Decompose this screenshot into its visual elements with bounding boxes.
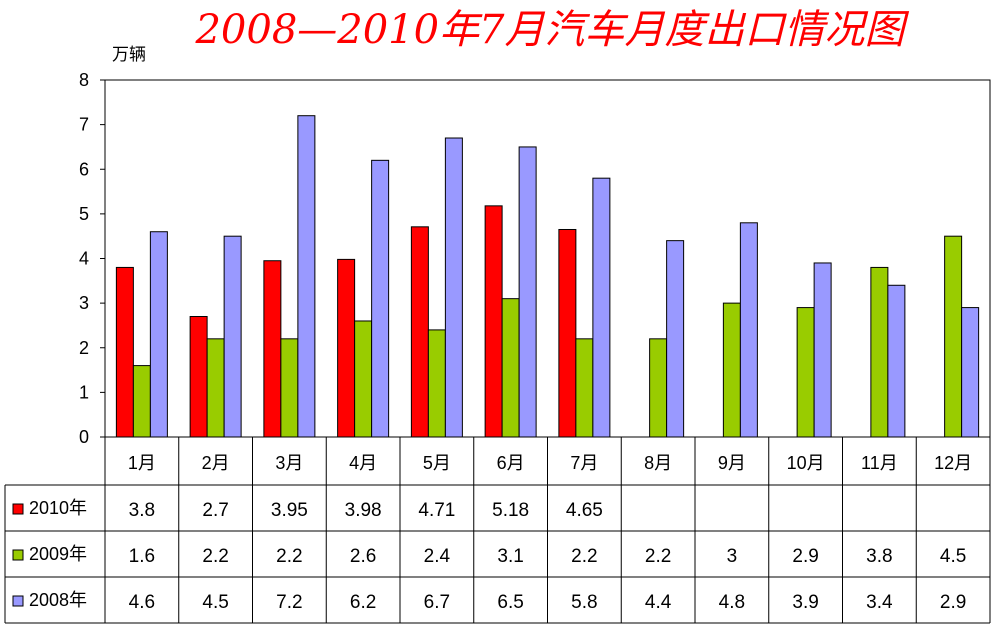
y-tick-label: 1 <box>79 382 89 402</box>
data-label: 3 <box>727 546 738 567</box>
bar-2010年-6月 <box>484 205 503 438</box>
data-label: 4.5 <box>202 592 228 613</box>
x-category-label: 10月 <box>787 453 825 473</box>
data-label: 2.2 <box>202 546 228 567</box>
data-label: 4.8 <box>719 592 745 613</box>
y-tick-label: 2 <box>79 338 89 358</box>
x-category-label: 6月 <box>497 453 525 473</box>
data-label: 7.2 <box>276 592 302 613</box>
x-category-label: 12月 <box>934 453 972 473</box>
legend-key-2009年 <box>12 549 24 561</box>
data-label: 3.98 <box>345 500 382 521</box>
bar-2010年-2月 <box>189 316 208 438</box>
y-tick-label: 8 <box>79 70 89 90</box>
bar-2008年-1月 <box>149 231 168 438</box>
bar-2009年-4月 <box>354 320 373 438</box>
bar-2010年-7月 <box>558 228 577 438</box>
data-label: 6.5 <box>497 592 523 613</box>
x-category-label: 9月 <box>718 453 746 473</box>
bar-2009年-5月 <box>427 329 446 438</box>
data-label: 2.2 <box>571 546 597 567</box>
data-label: 2.4 <box>424 546 451 567</box>
data-label: 2.9 <box>792 546 818 567</box>
bar-2010年-5月 <box>410 226 429 438</box>
legend-label: 2009年 <box>29 544 87 564</box>
data-label: 4.4 <box>645 592 672 613</box>
data-label: 3.95 <box>271 500 308 521</box>
y-axis-unit-label: 万辆 <box>112 45 146 65</box>
bar-2009年-9月 <box>722 302 741 438</box>
data-label: 3.8 <box>866 546 892 567</box>
data-label: 2.7 <box>202 500 228 521</box>
y-tick-label: 3 <box>79 293 89 313</box>
bar-2008年-5月 <box>444 137 463 438</box>
data-label: 6.2 <box>350 592 376 613</box>
legend-label: 2010年 <box>29 498 87 518</box>
bar-2009年-12月 <box>944 235 963 438</box>
legend-key-2008年 <box>12 595 24 607</box>
data-label: 1.6 <box>129 546 155 567</box>
bar-2009年-3月 <box>280 338 299 438</box>
bar-2008年-11月 <box>887 284 906 438</box>
bar-2008年-4月 <box>371 159 390 438</box>
bar-2009年-7月 <box>575 338 594 438</box>
bar-2009年-11月 <box>870 266 889 438</box>
data-label: 3.4 <box>866 592 893 613</box>
data-label: 4.6 <box>129 592 155 613</box>
data-label: 2.6 <box>350 546 376 567</box>
bar-2009年-8月 <box>649 338 668 438</box>
data-label: 2.9 <box>940 592 966 613</box>
bar-2008年-8月 <box>666 240 685 438</box>
legend-key-2010年 <box>12 503 24 515</box>
bar-2010年-1月 <box>115 266 134 438</box>
data-label: 4.65 <box>566 500 603 521</box>
bar-2010年-4月 <box>337 258 356 438</box>
y-tick-label: 0 <box>79 427 89 447</box>
chart-title: 2008—2010年7月汽车月度出口情况图 <box>195 7 905 53</box>
bar-2009年-2月 <box>206 338 225 438</box>
data-label: 4.71 <box>418 500 455 521</box>
data-label: 3.8 <box>129 500 155 521</box>
x-category-label: 2月 <box>202 453 230 473</box>
bar-2008年-10月 <box>813 262 832 438</box>
x-category-label: 3月 <box>275 453 303 473</box>
bar-2008年-12月 <box>961 307 980 438</box>
bar-2008年-3月 <box>297 115 316 438</box>
x-category-label: 4月 <box>349 453 377 473</box>
x-category-label: 7月 <box>570 453 598 473</box>
x-category-label: 8月 <box>644 453 672 473</box>
bar-2009年-6月 <box>501 298 520 438</box>
legend-label: 2008年 <box>29 590 87 610</box>
bar-2008年-2月 <box>223 235 242 438</box>
data-label: 2.2 <box>276 546 302 567</box>
data-label: 4.5 <box>940 546 966 567</box>
data-label: 5.8 <box>571 592 597 613</box>
y-tick-label: 6 <box>79 159 89 179</box>
data-label: 3.9 <box>792 592 818 613</box>
bar-2010年-3月 <box>263 260 282 438</box>
data-label: 5.18 <box>492 500 529 521</box>
y-tick-label: 4 <box>79 249 89 269</box>
bar-2008年-7月 <box>592 177 611 438</box>
data-label: 6.7 <box>424 592 450 613</box>
data-label: 3.1 <box>497 546 523 567</box>
x-category-label: 1月 <box>128 453 156 473</box>
x-category-label: 11月 <box>861 453 898 473</box>
bar-2009年-10月 <box>796 307 815 438</box>
bar-2008年-6月 <box>518 146 537 438</box>
y-tick-label: 5 <box>79 204 89 224</box>
x-category-label: 5月 <box>423 453 451 473</box>
bar-2008年-9月 <box>739 222 758 438</box>
data-label: 2.2 <box>645 546 671 567</box>
y-tick-label: 7 <box>79 115 89 135</box>
bar-2009年-1月 <box>132 365 151 438</box>
